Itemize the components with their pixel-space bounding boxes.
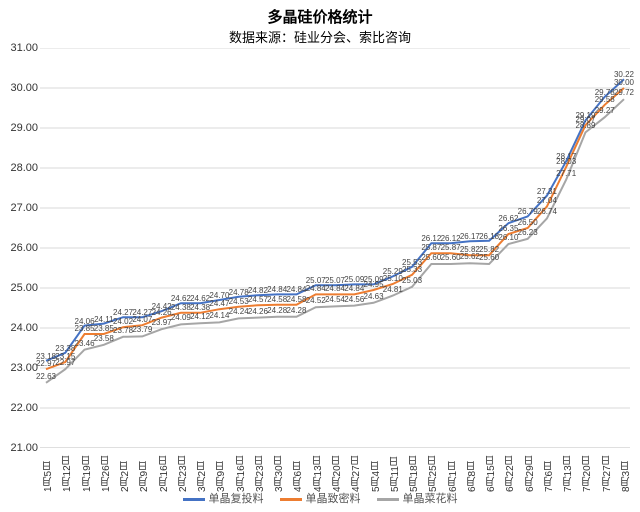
y-tick-label: 24.00 (0, 322, 38, 334)
x-tick-label: 1月5日 (41, 452, 56, 492)
x-tick-label: 7月20日 (580, 452, 595, 492)
x-tick-label: 2月2日 (118, 452, 133, 492)
legend-swatch (377, 498, 399, 501)
x-tick-label: 1月26日 (99, 452, 114, 492)
x-tick-label: 5月18日 (407, 452, 422, 492)
legend-label: 单晶复投料 (209, 493, 264, 505)
x-tick-label: 6月22日 (503, 452, 518, 492)
y-tick-label: 29.00 (0, 122, 38, 134)
x-tick-label: 2月16日 (157, 452, 172, 492)
legend-label: 单晶菜花料 (403, 493, 458, 505)
x-tick-label: 7月27日 (600, 452, 615, 492)
x-tick-label: 1月19日 (80, 452, 95, 492)
legend-item: 单晶菜花料 (377, 490, 458, 506)
series-line (46, 99, 624, 383)
legend-item: 单晶复投料 (183, 490, 264, 506)
x-tick-label: 8月3日 (619, 452, 634, 492)
y-tick-label: 21.00 (0, 442, 38, 454)
chart-subtitle: 数据来源：硅业分会、索比咨询 (0, 27, 640, 46)
y-tick-label: 31.00 (0, 42, 38, 54)
legend-item: 单晶致密料 (280, 490, 361, 506)
x-tick-label: 3月9日 (214, 452, 229, 492)
x-tick-label: 3月30日 (272, 452, 287, 492)
x-tick-label: 4月13日 (311, 452, 326, 492)
x-tick-label: 6月1日 (446, 452, 461, 492)
chart-title: 多晶硅价格统计 (0, 0, 640, 27)
x-tick-label: 4月20日 (330, 452, 345, 492)
legend-swatch (280, 498, 302, 501)
x-tick-label: 6月8日 (465, 452, 480, 492)
y-tick-label: 22.00 (0, 402, 38, 414)
x-tick-label: 2月23日 (176, 452, 191, 492)
x-tick-label: 4月27日 (349, 452, 364, 492)
x-tick-label: 6月29日 (523, 452, 538, 492)
y-tick-label: 23.00 (0, 362, 38, 374)
legend-label: 单晶致密料 (306, 493, 361, 505)
x-tick-label: 1月12日 (60, 452, 75, 492)
y-tick-label: 30.00 (0, 82, 38, 94)
x-tick-label: 7月13日 (561, 452, 576, 492)
x-tick-label: 5月11日 (388, 452, 403, 492)
x-tick-label: 3月16日 (234, 452, 249, 492)
x-tick-label: 5月25日 (426, 452, 441, 492)
y-tick-label: 28.00 (0, 162, 38, 174)
series-line (46, 79, 624, 361)
x-tick-label: 4月6日 (291, 452, 306, 492)
y-tick-label: 25.00 (0, 282, 38, 294)
x-tick-label: 7月6日 (542, 452, 557, 492)
x-tick-label: 2月9日 (137, 452, 152, 492)
x-tick-label: 3月2日 (195, 452, 210, 492)
y-tick-label: 27.00 (0, 202, 38, 214)
x-tick-label: 6月15日 (484, 452, 499, 492)
y-tick-label: 26.00 (0, 242, 38, 254)
x-tick-label: 5月4日 (369, 452, 384, 492)
legend: 单晶复投料 单晶致密料 单晶菜花料 (0, 490, 640, 506)
chart-container: 多晶硅价格统计 数据来源：硅业分会、索比咨询 21.00 22.00 23.00 24… (0, 0, 640, 512)
legend-swatch (183, 498, 205, 501)
x-tick-label: 3月23日 (253, 452, 268, 492)
line-chart (40, 48, 630, 448)
